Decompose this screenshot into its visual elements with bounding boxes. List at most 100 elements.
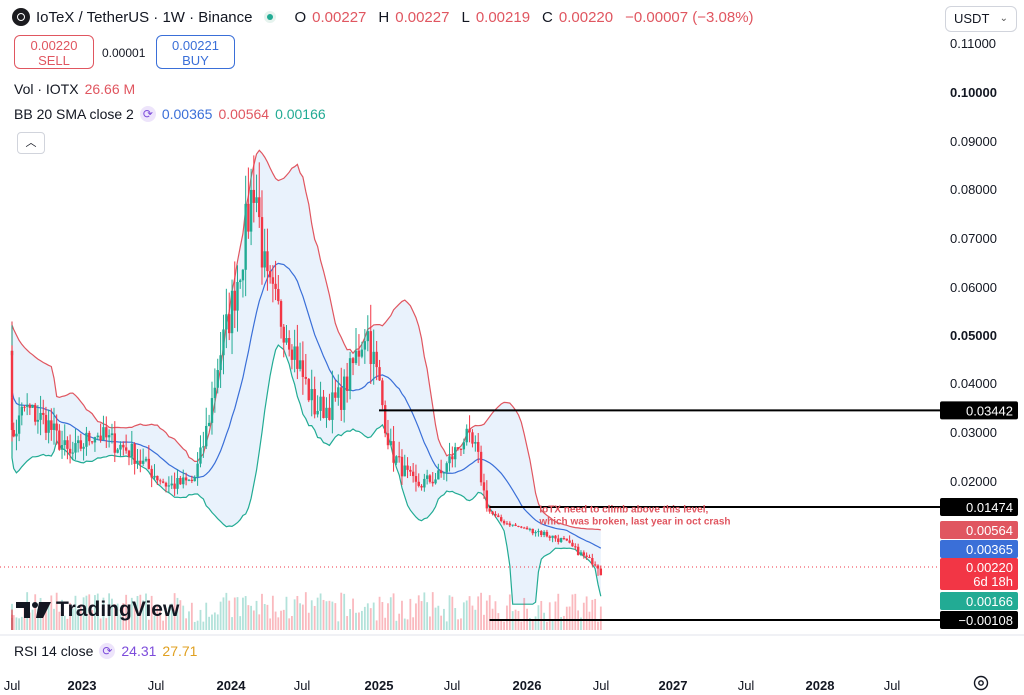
price-label-box [940,540,1018,558]
loop-icon[interactable]: ⟳ [99,643,116,659]
candle-body [409,469,412,472]
volume-bar [445,621,448,630]
volume-bar [325,601,328,630]
candle-body [540,531,543,536]
currency-select[interactable]: USDT ⌄ [945,6,1017,32]
volume-bar [343,593,346,630]
volume-bar [45,607,47,630]
buy-button[interactable]: 0.00221 BUY [156,35,235,69]
candle-body [10,422,14,431]
price-label-text: 0.00220 [966,560,1013,575]
volume-bar [322,599,325,630]
volume-bar [11,610,13,630]
candle-body [599,568,603,576]
volume-bar [494,601,497,630]
volume-bar [105,618,108,630]
candle-body [260,217,264,268]
volume-bar [366,603,369,630]
currency-label: USDT [954,11,990,26]
time-tick-label: 2027 [659,678,688,693]
volume-bar [66,618,69,630]
volume-bar [139,594,142,630]
candle-body [15,433,18,437]
candle-body [448,456,451,464]
candle-body [340,387,343,410]
volume-bar [242,597,244,630]
volume-bar [159,607,162,630]
volume-bar [53,608,55,630]
volume-bar [69,602,71,630]
ohlc-low-value: 0.00219 [475,8,531,26]
volume-bar [529,617,531,630]
loop-icon[interactable]: ⟳ [139,106,156,122]
candle-body [127,450,131,457]
candle-body [71,452,74,454]
candle-body [363,341,367,350]
volume-bar [375,620,378,630]
volume-bar [334,603,337,630]
candle-body [508,523,512,526]
volume-bar [406,619,409,630]
candle-body [31,404,34,408]
volume-bar [434,607,437,630]
candle-body [296,346,299,369]
candle-body [76,440,80,444]
volume-bar [372,602,375,630]
volume-bar [313,605,316,630]
candle-body [274,283,277,289]
volume-bar [506,605,508,630]
candle-body [482,482,486,491]
volume-bar [480,592,482,630]
candle-body [25,404,29,407]
candle-body [271,277,275,284]
volume-bar [503,621,505,630]
volume-bar [55,592,58,630]
candle-body [301,360,305,377]
candle-body [202,446,205,448]
volume-bar [563,615,565,630]
bb-legend[interactable]: BB 20 SMA close 2 ⟳ 0.00365 0.00564 0.00… [14,106,326,122]
sell-button[interactable]: 0.00220 SELL [14,35,94,69]
candle-body [439,470,443,474]
volume-bar [20,616,23,630]
volume-bar [423,592,426,630]
volume-bar [381,602,384,630]
candle-body [255,197,258,203]
volume-legend[interactable]: Vol · IOTX 26.66 M [14,81,135,97]
volume-bar [156,605,159,630]
volume-bar [346,616,349,630]
candle-body [287,338,291,350]
bb-basis-value: 0.00365 [161,106,213,122]
symbol-title[interactable]: IoTeX / TetherUS · 1W · Binance [36,8,253,26]
time-tick-label: Jul [4,678,21,693]
volume-bar [136,596,139,630]
candle-body [230,290,234,334]
candle-body [557,538,560,542]
candle-body [23,406,26,408]
volume-bar [426,602,429,630]
candle-body [182,477,185,485]
volume-bar [122,603,125,630]
candle-body [465,428,468,443]
volume-bar [440,615,443,630]
volume-bar [310,600,313,630]
collapse-legend-button[interactable]: ︿ [17,132,45,154]
candle-body [196,463,199,477]
volume-bar [331,601,334,630]
candle-body [545,531,549,537]
rsi-legend[interactable]: RSI 14 close ⟳ 24.31 27.71 [14,643,197,659]
volume-bar [94,595,96,630]
candle-body [417,481,420,486]
candle-body [193,476,196,482]
candle-body [378,367,381,381]
volume-bar [520,621,523,630]
candle-body [304,376,308,379]
volume-bar [360,610,363,630]
volume-label: Vol · IOTX [14,81,79,97]
candle-body [534,531,537,534]
candle-body [588,556,591,559]
gear-icon[interactable] [972,674,990,692]
candle-body [488,508,491,512]
candle-body [372,351,375,365]
